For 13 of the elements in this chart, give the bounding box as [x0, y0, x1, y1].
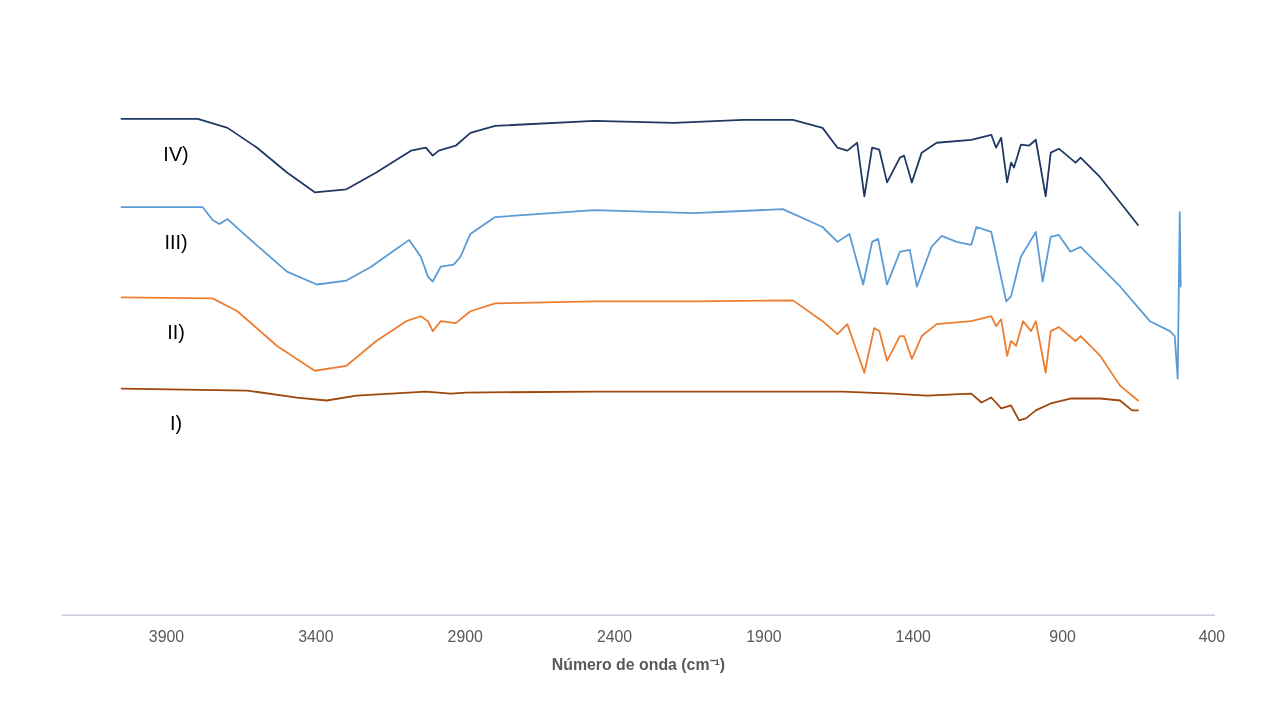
x-tick-label: 400 [1198, 627, 1226, 645]
series-label: III) [164, 230, 188, 253]
series-label: I) [169, 412, 183, 435]
x-tick-label: 1900 [746, 627, 782, 645]
x-tick-label: 1400 [895, 627, 932, 645]
x-tick-label: 900 [1049, 627, 1076, 645]
x-tick-label: 3900 [148, 627, 185, 645]
x-tick-label: 2900 [447, 627, 484, 645]
x-tick-label: 3400 [298, 627, 334, 645]
x-tick-label: 2400 [596, 627, 633, 645]
series-label: IV) [163, 142, 189, 165]
x-axis-title: Número de onda (cm⁻¹) [551, 655, 726, 673]
series-label: II) [167, 321, 185, 344]
